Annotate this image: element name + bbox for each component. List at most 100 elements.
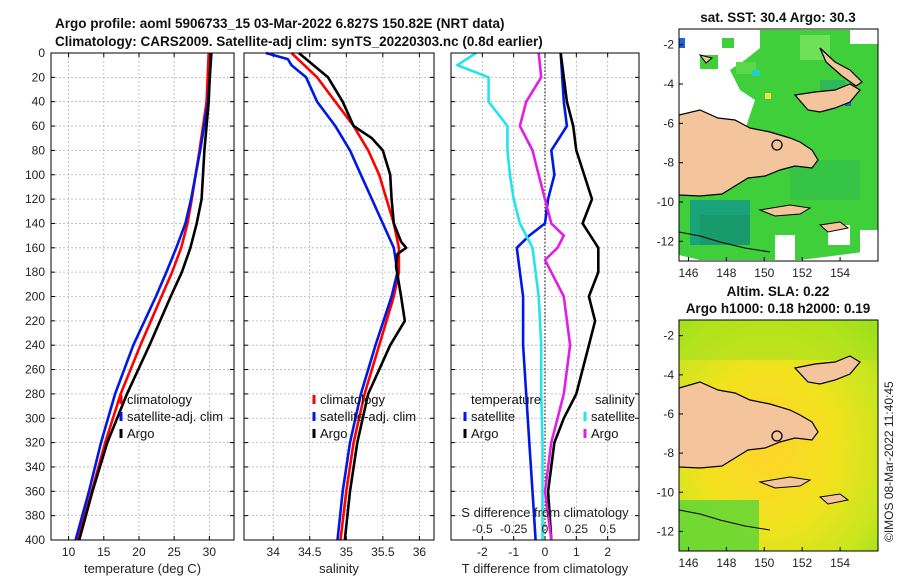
x2-tick-label: 0.25 xyxy=(565,522,589,536)
x-axis-label: salinity xyxy=(319,561,359,576)
y-tick-label: 340 xyxy=(25,460,45,474)
map-y-tick-label: -10 xyxy=(657,485,675,499)
sst-land-new-guinea xyxy=(679,109,819,197)
x-tick-label: 34 xyxy=(267,545,281,559)
y-tick-label: 300 xyxy=(25,411,45,425)
sst-map-title: sat. SST: 30.4 Argo: 30.3 xyxy=(700,10,856,25)
x-tick-label: -1 xyxy=(508,545,519,559)
sst-map-axes: 146 148 150 152 154 -2 -4 -6 -8 -10 -12 xyxy=(657,38,851,280)
difference-panel: -2 -1 0 1 2 T difference from climatology temp… xyxy=(450,51,640,576)
y-tick-label: 60 xyxy=(32,119,46,133)
x-tick-label: 36 xyxy=(413,545,427,559)
legend-label: satellite-adj. clim xyxy=(127,409,223,424)
map-x-tick-label: 152 xyxy=(792,556,812,570)
x2-axis-label: S difference from climatology xyxy=(461,505,629,520)
sla-argo-position-marker xyxy=(771,430,783,442)
y-tick-label: 20 xyxy=(32,70,46,84)
y-tick-label: 280 xyxy=(25,387,45,401)
x-tick-label: -2 xyxy=(477,545,488,559)
x-tick-label: 25 xyxy=(167,545,181,559)
series-line-salinity-satellite xyxy=(455,51,544,540)
sst-argo-position-marker xyxy=(771,139,783,151)
y-tick-label: 0 xyxy=(38,46,45,60)
map-y-tick-label: -10 xyxy=(657,195,675,209)
y-tick-label: 40 xyxy=(32,95,46,109)
figure-title-line1: Argo profile: aoml 5906733_15 03-Mar-202… xyxy=(55,16,504,31)
map-y-tick-label: -2 xyxy=(663,329,674,343)
map-x-tick-label: 150 xyxy=(754,556,774,570)
map-y-tick-label: -4 xyxy=(663,77,674,91)
x-tick-label: 0 xyxy=(542,545,549,559)
x-tick-label: 30 xyxy=(203,545,217,559)
sla-australia-coast xyxy=(679,509,771,531)
x2-tick-label: -0.5 xyxy=(472,522,493,536)
series-line-argo xyxy=(297,52,408,541)
x-axis-label: temperature (deg C) xyxy=(84,561,201,576)
x2-tick-label: 0.5 xyxy=(599,522,616,536)
map-x-tick-label: 152 xyxy=(792,266,812,280)
legend-label: climatology xyxy=(320,392,386,407)
map-x-tick-label: 148 xyxy=(716,266,736,280)
map-y-tick-label: -8 xyxy=(663,446,674,460)
y-tick-label: 380 xyxy=(25,509,45,523)
y-tick-label: 260 xyxy=(25,363,45,377)
salinity-panel: 34 34.5 35 35.5 36 salinity climatology satelli… xyxy=(243,51,435,576)
y-tick-label: 360 xyxy=(25,484,45,498)
plot-frame xyxy=(450,52,640,541)
sst-australia-coast xyxy=(679,231,771,253)
series-line-climatology xyxy=(290,52,401,541)
legend-label: Argo xyxy=(127,426,154,441)
sst-land-new-britain xyxy=(793,83,861,113)
x-tick-label: 1 xyxy=(573,545,580,559)
map-x-tick-label: 150 xyxy=(754,266,774,280)
y-tick-label: 120 xyxy=(25,192,45,206)
sla-map-axes: 146 148 150 152 154 -2 -4 -6 -8 -10 -12 xyxy=(657,329,851,570)
sst-land-islands xyxy=(698,54,850,233)
y-tick-label: 180 xyxy=(25,265,45,279)
legend-label: Argo xyxy=(471,426,498,441)
series-line-satellite-adj-clim xyxy=(74,52,213,541)
series-line-temperature-argo xyxy=(546,52,600,541)
sla-map-title-line2: Argo h1000: 0.18 h2000: 0.19 xyxy=(686,301,871,316)
legend-temperature-title: temperature xyxy=(471,392,541,407)
series-line-salinity-argo xyxy=(518,52,572,541)
x-tick-label: 35.5 xyxy=(371,545,395,559)
x-tick-label: 34.5 xyxy=(298,545,322,559)
y-tick-label: 100 xyxy=(25,168,45,182)
sst-map xyxy=(678,28,879,262)
map-x-tick-label: 154 xyxy=(830,556,850,570)
map-y-tick-label: -12 xyxy=(657,524,675,538)
x-tick-label: 35 xyxy=(340,545,354,559)
series-line-argo xyxy=(77,52,213,541)
x-tick-label: 10 xyxy=(62,545,76,559)
map-x-tick-label: 146 xyxy=(678,266,698,280)
legend-label: satellite xyxy=(471,409,515,424)
x2-tick-label: 0 xyxy=(542,522,549,536)
sst-land-new-ireland xyxy=(819,47,863,87)
legend-label: climatology xyxy=(127,392,193,407)
map-x-tick-label: 146 xyxy=(678,556,698,570)
x2-tick-label: -0.25 xyxy=(500,522,528,536)
x-axis-label: T difference from climatology xyxy=(462,561,629,576)
y-tick-label: 220 xyxy=(25,314,45,328)
y-tick-label: 240 xyxy=(25,338,45,352)
plot-frame xyxy=(50,52,235,541)
legend-label: Argo xyxy=(320,426,347,441)
x-tick-label: 20 xyxy=(132,545,146,559)
legend-label: satellite xyxy=(591,409,635,424)
figure-title-line2: Climatology: CARS2009. Satellite-adj cli… xyxy=(55,34,543,49)
map-x-tick-label: 154 xyxy=(830,266,850,280)
y-tick-label: 400 xyxy=(25,533,45,547)
x-tick-label: 15 xyxy=(97,545,111,559)
imos-timestamp: ©IMOS 08-Mar-2022 11:40:45 xyxy=(882,381,896,542)
sla-land-new-britain xyxy=(793,355,861,385)
sla-land-new-guinea xyxy=(679,381,819,469)
map-y-tick-label: -12 xyxy=(657,234,675,248)
y-tick-label: 200 xyxy=(25,290,45,304)
plot-frame xyxy=(243,52,435,541)
map-y-tick-label: -4 xyxy=(663,368,674,382)
series-line-satellite-adj-clim xyxy=(265,51,399,541)
sla-land-islands xyxy=(758,476,850,505)
y-tick-label: 320 xyxy=(25,436,45,450)
map-y-tick-label: -6 xyxy=(663,407,674,421)
